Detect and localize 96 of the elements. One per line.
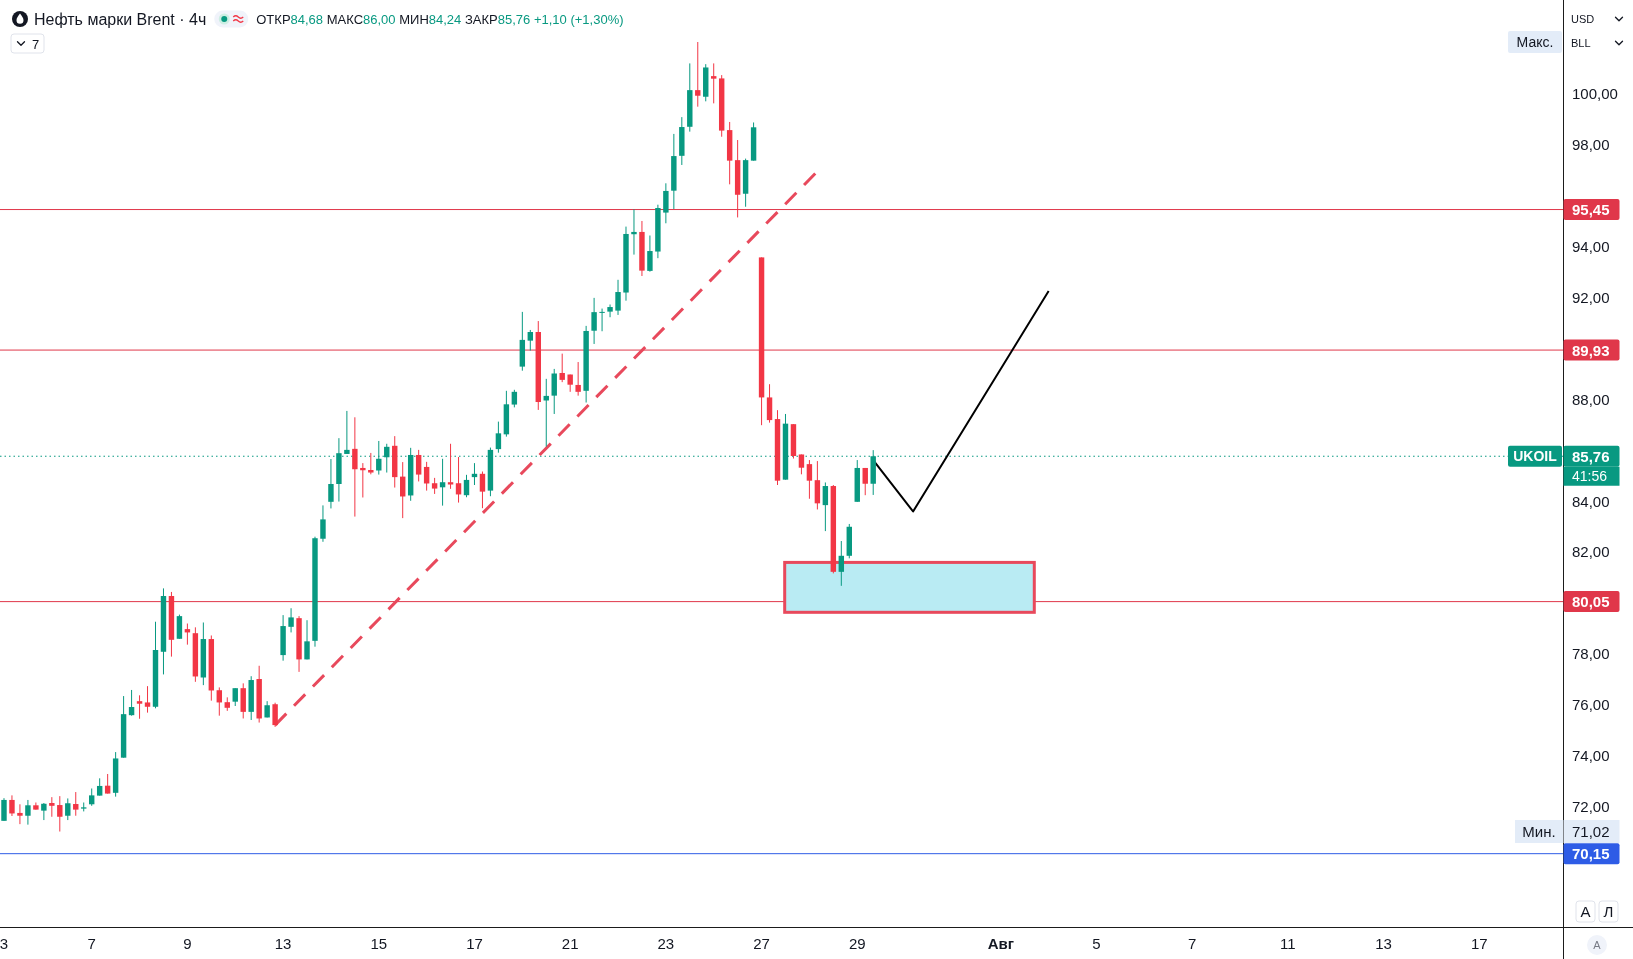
candlestick [711,62,717,104]
text: 71,02 [1572,823,1610,841]
y-tick-label: 100,00 [1572,85,1618,103]
candlestick [838,540,845,587]
y-tick-label: 76,00 [1572,696,1610,714]
y-tick-label: 84,00 [1572,492,1610,510]
x-tick-label: Авг [987,935,1014,952]
candlestick [272,702,278,728]
candlestick [304,619,310,660]
candlestick [551,368,557,415]
text: 41:56 [1572,468,1608,485]
text: A [1580,903,1591,920]
candlestick [320,504,326,543]
y-tick-label: 98,00 [1572,136,1610,154]
candlestick [415,449,422,482]
candlestick [73,791,79,817]
candlestick [352,416,358,518]
candlestick [599,308,605,332]
ref-line-label: 85,76 [1572,447,1610,465]
candlestick [17,803,23,825]
candlestick [862,467,868,496]
candlestick [49,796,55,818]
candlestick [65,797,71,821]
annotation: Мин. [1522,823,1556,841]
candlestick [806,459,813,500]
y-tick-label: 92,00 [1572,288,1610,306]
y-tick-label: 78,00 [1572,645,1610,663]
x-tick-label: 21 [561,935,579,952]
x-tick-label: 7 [87,935,96,952]
text: A [1593,939,1602,951]
candlestick [591,297,597,345]
text: Л [1603,903,1614,920]
x-tick-label: 7 [1188,935,1197,952]
x-tick-label: 17 [1470,935,1488,952]
x-tick-label: 5 [1092,935,1101,952]
candlestick [695,41,701,108]
y-tick-label: 72,00 [1572,798,1610,816]
candlestick [176,614,183,640]
candlestick [216,686,223,717]
text: BLL [1571,37,1591,49]
candlestick [822,481,829,532]
y-tick-label: 82,00 [1572,543,1610,561]
candlestick [144,685,151,714]
candlestick [463,474,470,498]
candlestick [136,694,143,720]
candlestick [663,182,669,224]
candlestick [41,802,47,821]
annotation: 7 [32,36,40,52]
candlestick [240,682,246,719]
y-tick-label: 88,00 [1572,390,1610,408]
x-tick-label: 27 [753,935,770,952]
candlestick [344,410,350,455]
candlestick [615,279,621,316]
candlestick [104,773,111,795]
x-tick-label: 13 [274,935,292,952]
x-tick-label: 9 [183,935,192,952]
x-tick-label: 11 [1280,935,1296,952]
x-tick-label: 15 [370,935,388,952]
x-tick-label: 17 [466,935,483,952]
annotation: Макс. [1516,34,1554,51]
x-tick-label: 3 [0,935,9,952]
text: USD [1571,13,1595,25]
candlestick [9,794,15,817]
text: ОТКР84,68 МАКС86,00 МИН84,24 ЗАКР85,76 +1,10 (+1,30%) [256,12,624,27]
candlestick [631,208,637,256]
candlestick [455,456,462,504]
candlestick [575,361,581,397]
candlestick [128,689,135,717]
candlestick [368,452,374,475]
candlestick [360,462,366,498]
x-tick-label: 23 [657,935,675,952]
candlestick [328,458,334,509]
candlestick [766,383,773,424]
y-tick-label: 94,00 [1572,237,1610,255]
y-tick-label: 74,00 [1572,747,1610,765]
ref-line-label: 80,05 [1572,593,1610,611]
candlestick [559,353,565,383]
x-tick-label: 13 [1375,935,1392,952]
candlestick [1,797,7,822]
candlestick [527,329,534,352]
annotation: UKOIL [1513,448,1558,465]
candlestick [647,235,653,273]
candlestick [814,460,821,510]
candlestick [447,443,454,490]
ref-line-label: 70,15 [1572,845,1610,863]
candlestick [288,607,294,633]
candlestick [25,799,31,826]
candlestick [57,795,63,833]
candlestick [479,471,486,509]
ref-line-label: 89,93 [1572,341,1610,359]
candlestick [607,304,613,318]
candlestick [495,421,502,454]
text: Нефть марки Brent · 4ч [34,10,207,28]
x-tick-label: 29 [848,935,866,952]
ref-line-label: 95,45 [1572,201,1610,219]
candlestick [798,453,805,475]
